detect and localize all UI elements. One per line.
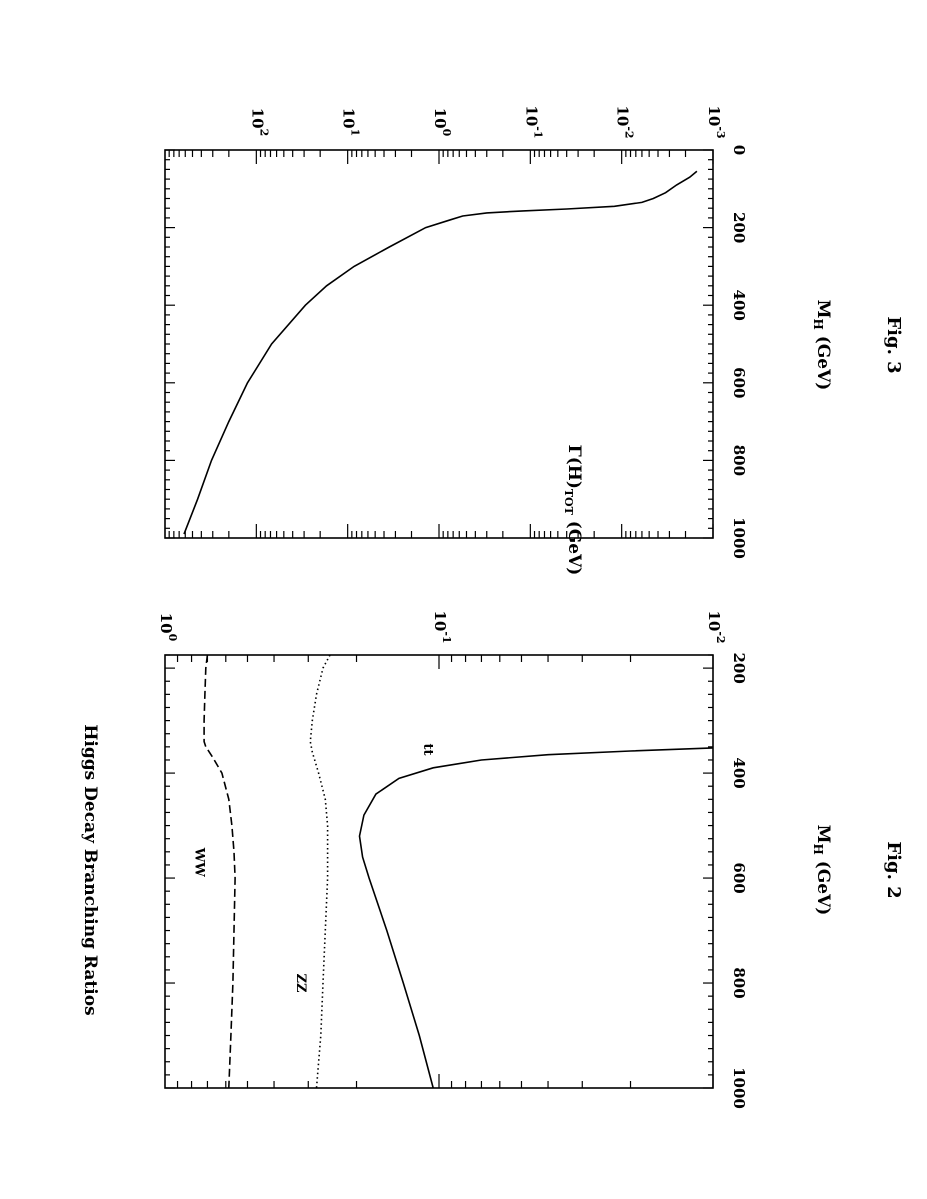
fig3-ytick-label: 102 xyxy=(248,108,270,137)
fig2-series-zz xyxy=(309,654,331,1089)
fig3-ylabel: Γ(H)TOT (GeV) xyxy=(562,445,585,576)
fig3-frame xyxy=(164,149,714,539)
fig3-ytick-label: 10-2 xyxy=(614,105,636,138)
fig2-series-ww xyxy=(203,654,236,1089)
fig2-annotation-zz: ZZ xyxy=(293,974,308,993)
fig2-xtick-label: 800 xyxy=(730,967,748,998)
fig3-xtick-label: 0 xyxy=(730,145,748,155)
fig2-series-tt xyxy=(358,747,714,1089)
fig2-xtick-label: 1000 xyxy=(730,1067,748,1109)
fig2-ytick-label: 100 xyxy=(157,613,179,642)
fig3-xtick-label: 600 xyxy=(730,367,748,398)
fig3-chart: 0 200 400 600 800 1000 102 101 100 10-1 10-2 10-3 MH… xyxy=(164,105,904,576)
fig3-ytick-label: 10-1 xyxy=(522,105,544,138)
fig3-ytick-label: 101 xyxy=(340,108,362,137)
fig3-figure-label: Fig. 3 xyxy=(883,316,904,373)
fig3-xtick-label: 1000 xyxy=(730,517,748,559)
fig3-ytick-label: 100 xyxy=(431,108,453,137)
fig2-annotation-ww: WW xyxy=(192,847,207,878)
fig2-ytick-label: 10-2 xyxy=(705,610,727,643)
fig3-xtick-label: 800 xyxy=(730,445,748,476)
fig2-chart: 200 400 600 800 1000 100 10-1 10-2 WW ZZ tt MH (GeV… xyxy=(81,610,905,1108)
fig2-figure-label: Fig. 2 xyxy=(883,841,904,898)
fig2-frame xyxy=(164,654,714,1089)
fig2-ylabel: Higgs Decay Branching Ratios xyxy=(81,724,101,1015)
fig3-xlabel: MH (GeV) xyxy=(812,300,834,391)
fig2-xtick-label: 200 xyxy=(730,652,748,683)
fig2-xtick-label: 400 xyxy=(730,757,748,788)
fig3-xtick-label: 200 xyxy=(730,212,748,243)
fig2-xlabel: MH (GeV) xyxy=(812,825,834,916)
fig2-xtick-label: 600 xyxy=(730,862,748,893)
fig2-ytick-label: 10-1 xyxy=(431,610,453,643)
fig3-series-line0 xyxy=(183,170,698,535)
fig2-annotation-tt: tt xyxy=(420,743,435,755)
fig3-ytick-label: 10-3 xyxy=(705,105,727,138)
fig3-xtick-label: 400 xyxy=(730,290,748,321)
